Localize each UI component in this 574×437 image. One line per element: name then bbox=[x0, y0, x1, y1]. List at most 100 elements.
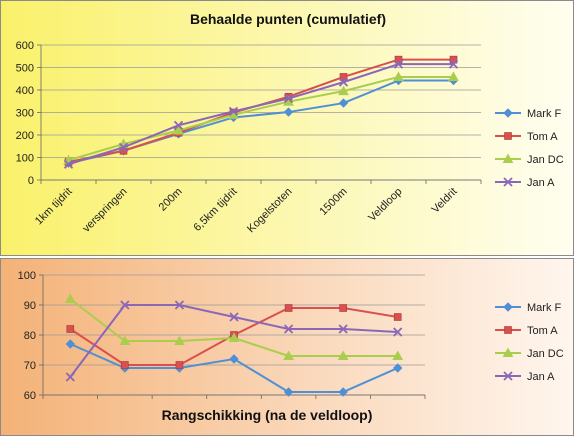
points-chart-point-jan-a-5 bbox=[338, 77, 349, 87]
points-chart-y-tick-label-300: 300 bbox=[16, 108, 34, 120]
ranking-svg: Rangschikking (na de veldloop) 60 70 80 90 10… bbox=[18, 270, 564, 423]
points-chart-point-mark-f-5 bbox=[338, 98, 349, 108]
ranking-chart-point-jan-a-6 bbox=[393, 327, 403, 337]
points-chart-point-tom-a-5 bbox=[339, 73, 348, 81]
points-chart-legend-label-tom-a: Tom A bbox=[527, 131, 558, 143]
ranking-chart-point-jan-a-2 bbox=[174, 300, 185, 310]
ranking-chart-y-tick-label-60: 60 bbox=[24, 390, 36, 402]
points-chart-point-jan-dc-5 bbox=[338, 85, 349, 96]
points-chart-point-jan-a-1 bbox=[118, 142, 129, 153]
ranking-chart-point-jan-a-3 bbox=[229, 312, 239, 322]
ranking-chart-point-jan-a-6-stroke-b bbox=[393, 327, 403, 337]
ranking-chart-series-line-mark-f bbox=[69, 343, 399, 393]
points-chart-point-jan-dc-6 bbox=[393, 71, 404, 81]
points-chart-series-line-jan-dc bbox=[68, 75, 454, 162]
ranking-chart-point-jan-a-5-stroke-b bbox=[338, 324, 348, 334]
points-chart-point-jan-a-6 bbox=[393, 59, 404, 69]
ranking-chart-point-jan-dc-0 bbox=[64, 293, 76, 303]
ranking-chart-point-tom-a-2 bbox=[175, 361, 184, 369]
ranking-chart-point-mark-f-0 bbox=[65, 339, 75, 349]
ranking-chart-legend-label-tom-a: Tom A bbox=[527, 325, 558, 337]
ranking-chart-title: Rangschikking (na de veldloop) bbox=[162, 407, 373, 423]
cumulative-points-chart: Behaalde punten (cumulatief) 0 100 200 300 40… bbox=[0, 0, 574, 256]
points-chart-legend-marker-jan-dc bbox=[502, 153, 514, 163]
ranking-chart-y-tick-label-90: 90 bbox=[24, 300, 36, 312]
points-chart-legend-marker-tom-a bbox=[504, 132, 512, 140]
ranking-chart-legend-marker-jan-dc bbox=[502, 347, 514, 357]
ranking-chart-point-tom-a-1 bbox=[121, 361, 129, 369]
ranking-chart-legend-marker-mark-f bbox=[503, 302, 513, 312]
ranking-chart-point-mark-f-4 bbox=[283, 387, 294, 397]
ranking-chart-point-jan-a-1-stroke-b bbox=[120, 300, 130, 310]
ranking-chart-y-tick-label-70: 70 bbox=[24, 360, 36, 372]
points-chart-legend-label-jan-dc: Jan DC bbox=[527, 154, 564, 166]
ranking-chart-point-tom-a-6 bbox=[393, 313, 402, 321]
ranking-chart-legend-marker-jan-a-stroke-b bbox=[503, 371, 513, 381]
points-chart-x-tick-label-6-5km-tijdrit: 6,5km tijdrit bbox=[191, 186, 239, 234]
points-chart-y-tick-label-500: 500 bbox=[16, 63, 34, 75]
points-chart-x-tick-label-verspringen: verspringen bbox=[80, 186, 129, 235]
points-chart-legend-marker-jan-a bbox=[503, 177, 513, 187]
ranking-chart-point-jan-a-2-stroke-b bbox=[174, 300, 185, 310]
ranking-chart-point-mark-f-6 bbox=[393, 363, 403, 373]
points-chart-point-jan-a-7-stroke-b bbox=[448, 59, 459, 69]
ranking-chart-point-tom-a-0 bbox=[66, 325, 75, 333]
ranking-chart-point-jan-a-4-stroke-b bbox=[283, 324, 294, 334]
points-chart-legend-label-mark-f: Mark F bbox=[527, 108, 562, 120]
ranking-chart-y-tick-label-100: 100 bbox=[18, 270, 36, 282]
ranking-chart-point-tom-a-5 bbox=[339, 304, 347, 312]
ranking-chart: Rangschikking (na de veldloop) 60 70 80 90 10… bbox=[0, 258, 574, 436]
ranking-chart-point-jan-a-0-stroke-b bbox=[65, 372, 75, 382]
ranking-chart-point-mark-f-5 bbox=[338, 387, 348, 397]
points-chart-point-jan-a-4-stroke-b bbox=[283, 93, 294, 104]
ranking-chart-point-tom-a-4 bbox=[284, 304, 293, 312]
ranking-chart-legend-label-jan-a: Jan A bbox=[527, 371, 555, 383]
ranking-chart-point-jan-dc-2 bbox=[174, 335, 185, 345]
points-chart-y-tick-label-400: 400 bbox=[16, 85, 34, 97]
ranking-chart-legend-label-mark-f: Mark F bbox=[527, 302, 562, 314]
ranking-chart-point-jan-dc-6 bbox=[392, 350, 404, 360]
ranking-chart-point-jan-a-5 bbox=[338, 324, 348, 334]
points-chart-point-jan-a-7 bbox=[448, 59, 459, 69]
points-chart-point-jan-a-3-stroke-b bbox=[228, 106, 239, 117]
ranking-chart-point-jan-a-3-stroke-b bbox=[229, 312, 239, 322]
points-chart-y-tick-label-200: 200 bbox=[16, 130, 34, 142]
points-chart-x-tick-label-1500m: 1500m bbox=[317, 186, 349, 218]
ranking-chart-point-jan-dc-1 bbox=[119, 335, 131, 345]
points-chart-y-tick-label-600: 600 bbox=[16, 40, 34, 52]
points-chart-legend-marker-mark-f bbox=[503, 108, 513, 118]
points-chart-legend-label-jan-a: Jan A bbox=[527, 177, 555, 189]
points-chart-point-jan-dc-2 bbox=[173, 124, 184, 135]
points-chart-x-tick-label-veldrit: Veldrit bbox=[430, 186, 460, 216]
points-chart-x-tick-label-veldloop: Veldloop bbox=[366, 186, 404, 224]
points-chart-point-jan-a-6-stroke-b bbox=[393, 59, 404, 69]
ranking-chart-point-jan-dc-3 bbox=[228, 332, 240, 342]
ranking-chart-point-mark-f-3 bbox=[229, 354, 239, 364]
points-chart-point-jan-a-2-stroke-b bbox=[173, 120, 184, 130]
points-chart-point-jan-a-3 bbox=[228, 106, 239, 117]
ranking-chart-point-jan-dc-5 bbox=[337, 350, 349, 360]
points-chart-title: Behaalde punten (cumulatief) bbox=[190, 11, 386, 27]
points-chart-x-tick-label-1km-tijdrit: 1km tijdrit bbox=[33, 186, 75, 228]
points-chart-x-tick-label-200m: 200m bbox=[157, 186, 185, 214]
ranking-chart-series-line-jan-dc bbox=[69, 298, 398, 357]
points-chart-point-jan-a-0 bbox=[63, 159, 74, 169]
ranking-chart-legend-label-jan-dc: Jan DC bbox=[527, 348, 564, 360]
ranking-chart-point-jan-dc-4 bbox=[283, 350, 294, 360]
cumulative-points-svg: Behaalde punten (cumulatief) 0 100 200 300 40… bbox=[16, 11, 564, 235]
points-chart-point-jan-a-1-stroke-b bbox=[118, 142, 129, 153]
ranking-chart-legend-marker-jan-a bbox=[503, 371, 513, 381]
points-chart-point-mark-f-4 bbox=[283, 107, 294, 117]
points-chart-series-line-jan-a bbox=[68, 63, 454, 166]
points-chart-point-jan-a-2 bbox=[173, 120, 184, 130]
points-chart-point-jan-dc-7 bbox=[448, 71, 459, 81]
points-chart-point-jan-a-0-stroke-b bbox=[63, 159, 74, 169]
ranking-chart-point-jan-a-4 bbox=[283, 324, 294, 334]
points-chart-point-jan-a-4 bbox=[283, 93, 294, 104]
ranking-chart-point-jan-a-0 bbox=[65, 372, 75, 382]
ranking-chart-legend-marker-tom-a bbox=[504, 326, 512, 334]
points-chart-y-tick-label-0: 0 bbox=[28, 175, 34, 187]
points-chart-point-jan-a-5-stroke-b bbox=[338, 77, 349, 87]
ranking-chart-y-tick-label-80: 80 bbox=[24, 330, 36, 342]
